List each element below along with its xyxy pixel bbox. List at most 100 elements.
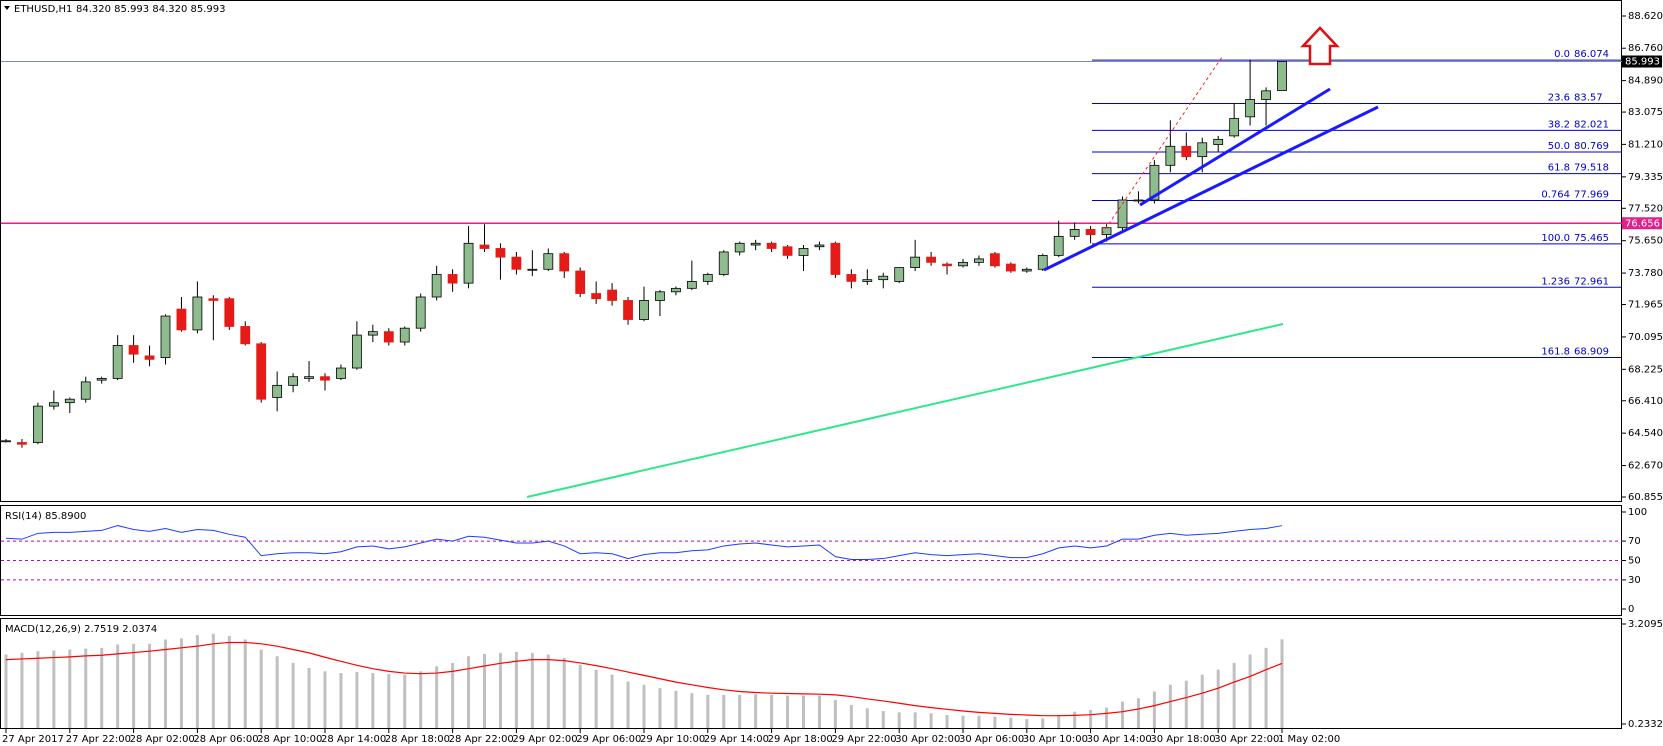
candle-body (1197, 142, 1208, 158)
fib-level-value: 77.969 (1574, 190, 1609, 201)
macd-bar (738, 694, 742, 728)
candle-body (367, 331, 378, 336)
macd-bar (530, 652, 534, 728)
candle-body (511, 256, 522, 270)
y-tick-label: 70.095 (1628, 332, 1663, 343)
fib-level-label: 1.236 (1541, 276, 1570, 287)
candle-body (1117, 199, 1128, 229)
x-tick-label: 28 Apr 10:00 (257, 734, 322, 745)
candle-body (974, 258, 984, 263)
candle-body (1021, 268, 1032, 272)
candle-body (1165, 145, 1176, 166)
candle-body (144, 355, 155, 360)
candle-body (1069, 229, 1080, 237)
macd-bar (802, 695, 805, 728)
y-tick-label: 81.210 (1628, 139, 1663, 150)
candle-body (224, 298, 235, 327)
macd-bar (929, 713, 933, 728)
last-price-box (1622, 55, 1662, 68)
macd-bar (355, 672, 359, 728)
candle-body (1261, 90, 1271, 100)
candle-body (1149, 164, 1160, 201)
fib-level-label: 0.0 (1554, 49, 1570, 60)
fib-level-value: 72.961 (1574, 276, 1609, 287)
y-tick-label: 68.225 (1628, 364, 1663, 375)
macd-bar (498, 652, 502, 728)
y-tick-label: 79.335 (1628, 172, 1663, 183)
macd-bar (1200, 674, 1204, 728)
candle-body (862, 279, 873, 282)
macd-bar (403, 674, 407, 728)
x-tick-label: 30 Apr 06:00 (959, 734, 1024, 745)
macd-bar (642, 684, 646, 728)
candle-body (830, 242, 841, 275)
fib-level-label: 38.2 (1548, 119, 1570, 130)
candle-body (766, 242, 777, 249)
macd-bar (977, 715, 981, 728)
candle-body (1005, 263, 1016, 272)
macd-bar (881, 711, 885, 728)
macd-bar (1152, 691, 1156, 728)
candle-body (128, 345, 139, 355)
macd-bar (1168, 684, 1172, 728)
up-arrow (1300, 26, 1340, 66)
chart-title: ETHUSD,H1 (14, 4, 72, 15)
macd-bar (1232, 662, 1236, 728)
candle-body (926, 256, 936, 263)
macd-title: MACD(12,26,9) 2.7519 2.0374 (5, 624, 157, 635)
macd-bar (259, 649, 263, 728)
candle-body (463, 242, 474, 284)
macd-bar (562, 657, 566, 728)
fib-level-value: 75.465 (1574, 233, 1609, 244)
candle-body (415, 296, 426, 329)
macd-bar (84, 648, 88, 728)
x-tick-label: 28 Apr 18:00 (385, 734, 450, 745)
macd-bar (100, 647, 104, 728)
candle-body (639, 300, 649, 320)
candle-body (447, 274, 458, 284)
resistance-label: 76.656 (1625, 218, 1660, 229)
macd-bar (148, 643, 152, 728)
y-tick-label: 86.760 (1628, 43, 1663, 54)
macd-bar (754, 694, 758, 728)
x-tick-label: 29 Apr 06:00 (576, 734, 641, 745)
y-tick-label: 64.540 (1628, 428, 1663, 439)
y-tick-label: 3.2095 (1628, 619, 1663, 630)
candle-body (288, 376, 299, 386)
x-tick-label: 29 Apr 14:00 (704, 734, 769, 745)
macd-bar (339, 673, 343, 728)
candle-body (702, 274, 713, 282)
candle-body (1213, 138, 1224, 145)
macd-bar (227, 636, 231, 728)
x-tick-label: 30 Apr 22:00 (1214, 734, 1279, 745)
fib-level-value: 82.021 (1574, 119, 1609, 130)
macd-panel (0, 618, 1622, 729)
x-tick-label: 29 Apr 18:00 (768, 734, 833, 745)
y-tick-label: 75.650 (1628, 236, 1663, 247)
candle-body (782, 246, 793, 256)
candle-body (495, 248, 506, 258)
candle-body (814, 244, 825, 248)
fib-level-label: 23.6 (1548, 92, 1570, 103)
macd-bar (1089, 709, 1093, 728)
candle-body (591, 293, 602, 300)
candle-body (1181, 145, 1192, 158)
macd-bar (786, 695, 790, 728)
macd-bar (674, 690, 678, 728)
menu-triangle (4, 6, 10, 10)
fib-level-value: 80.769 (1574, 141, 1609, 152)
candle-body (351, 334, 362, 369)
y-tick-label: 62.670 (1628, 461, 1663, 472)
candle-body (559, 253, 570, 272)
y-tick-label: 73.780 (1628, 268, 1663, 279)
trend-line (1139, 87, 1331, 207)
macd-bar (1184, 680, 1188, 728)
candle-body (798, 248, 809, 256)
y-tick-label: 60.855 (1628, 492, 1663, 503)
macd-bar (722, 694, 726, 728)
macd-bar (451, 662, 455, 728)
macd-bar (291, 662, 295, 728)
x-tick-label: 28 Apr 22:00 (449, 734, 514, 745)
candle-body (750, 242, 761, 246)
macd-bar (387, 674, 391, 728)
